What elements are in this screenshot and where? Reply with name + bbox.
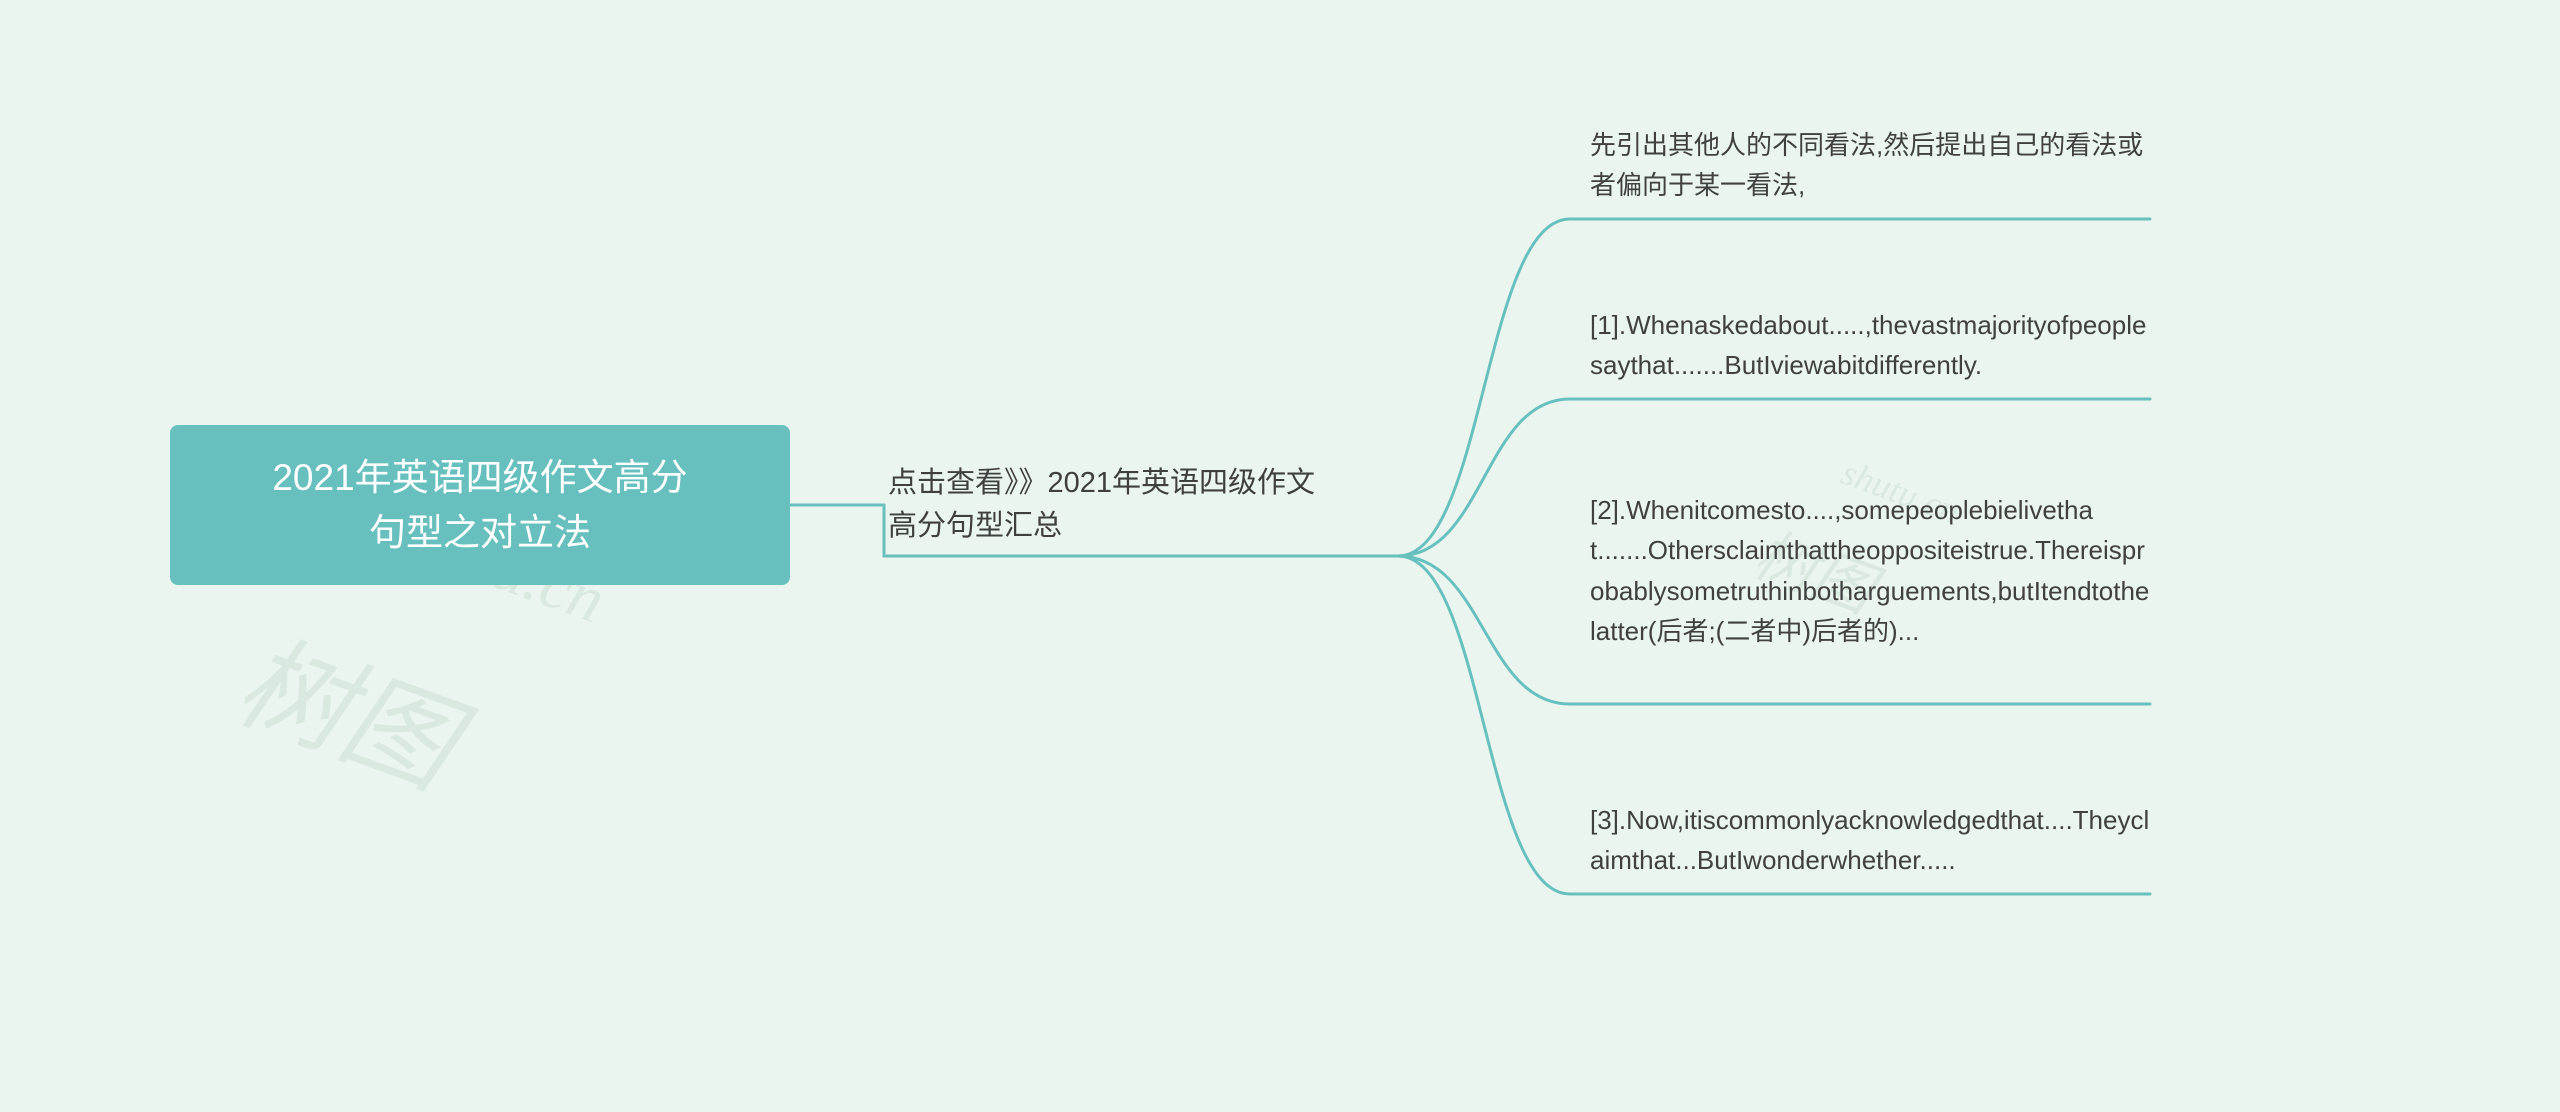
root-label-line1: 2021年英语四级作文高分 [272, 457, 687, 498]
root-node[interactable]: 2021年英语四级作文高分 句型之对立法 [170, 425, 790, 585]
leaf-text-1: [1].Whenaskedabout.....,thevastmajorityo… [1590, 310, 2146, 380]
watermark-1-bottom: 树图 [220, 592, 483, 818]
root-label: 2021年英语四级作文高分 句型之对立法 [272, 450, 687, 561]
level1-label-line2: 高分句型汇总 [888, 510, 1062, 542]
leaf-text-2: [2].Whenitcomesto....,somepeoplebielivet… [1590, 495, 2149, 646]
leaf-text-0: 先引出其他人的不同看法,然后提出自己的看法或者偏向于某一看法, [1590, 130, 2143, 200]
level1-node[interactable]: 点击查看》》2021年英语四级作文 高分句型汇总 [888, 460, 1428, 550]
watermark-1: shutu.cn 树图 [300, 560, 522, 796]
leaf-node-3[interactable]: [3].Now,itiscommonlyacknowledgedthat....… [1590, 800, 2150, 890]
root-label-line2: 句型之对立法 [369, 512, 591, 553]
mindmap-canvas: shutu.cn 树图 shutu.cn 树图 2021年英语四级作文高分 句型… [0, 0, 2560, 1112]
leaf-text-3: [3].Now,itiscommonlyacknowledgedthat....… [1590, 805, 2149, 875]
level1-label: 点击查看》》2021年英语四级作文 高分句型汇总 [888, 462, 1315, 549]
leaf-node-1[interactable]: [1].Whenaskedabout.....,thevastmajorityo… [1590, 305, 2150, 395]
level1-label-line1: 点击查看》》2021年英语四级作文 [888, 467, 1315, 499]
leaf-node-0[interactable]: 先引出其他人的不同看法,然后提出自己的看法或者偏向于某一看法, [1590, 125, 2150, 215]
leaf-node-2[interactable]: [2].Whenitcomesto....,somepeoplebielivet… [1590, 490, 2150, 700]
